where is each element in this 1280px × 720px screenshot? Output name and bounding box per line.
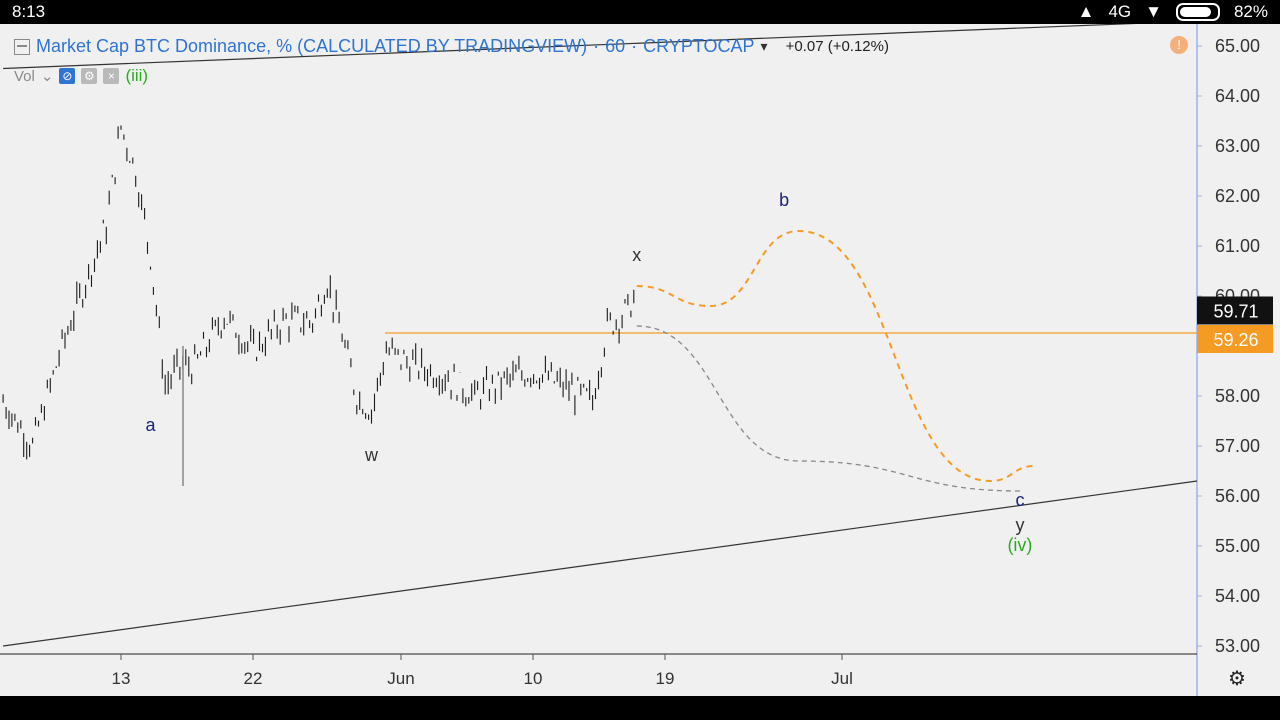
legend-separator: · <box>631 36 638 56</box>
price-chart[interactable]: 53.0054.0055.0056.0057.0058.0059.0060.00… <box>0 24 1280 696</box>
y-tick-label: 55.00 <box>1215 536 1260 556</box>
collapse-icon[interactable] <box>14 38 30 55</box>
wave-label: (iii) <box>125 66 149 85</box>
y-tick-label: 62.00 <box>1215 186 1260 206</box>
projection-path-orange[interactable] <box>636 229 1035 483</box>
wave-annotation[interactable]: y <box>1015 515 1024 535</box>
level-price-label: 59.26 <box>1213 330 1258 350</box>
y-tick-label: 53.00 <box>1215 636 1260 656</box>
x-tick-label: 10 <box>524 669 543 688</box>
wave-annotation[interactable]: b <box>779 190 789 210</box>
chart-legend: Market Cap BTC Dominance, % (CALCULATED … <box>14 36 889 57</box>
network-type: 4G <box>1108 2 1132 21</box>
navigation-bar <box>0 696 1280 720</box>
eye-icon[interactable]: ⊘ <box>59 68 76 84</box>
y-tick-label: 54.00 <box>1215 586 1260 606</box>
status-bar: 8:13 ▲ 4G ▼ 82% <box>0 0 1280 24</box>
legend-change: +0.07 (+0.12%) <box>785 38 889 55</box>
y-tick-label: 58.00 <box>1215 386 1260 406</box>
trendline[interactable] <box>3 480 1198 647</box>
wave-annotation[interactable]: (iv) <box>1007 535 1032 555</box>
signal-icon: ▲ <box>1077 2 1095 21</box>
last-price-label-bg <box>1197 296 1273 325</box>
x-tick-label: 19 <box>656 669 675 688</box>
volume-label[interactable]: Vol <box>14 67 35 85</box>
legend-separator: · <box>593 36 600 56</box>
wave-annotation[interactable]: w <box>364 445 379 465</box>
alert-icon[interactable]: ! <box>1170 36 1188 54</box>
chevron-down-icon[interactable]: ⌄ <box>40 68 54 85</box>
last-price-label: 59.71 <box>1213 302 1258 322</box>
x-tick-label: Jun <box>387 669 414 688</box>
battery-percent: 82% <box>1233 2 1268 21</box>
price-series[interactable] <box>2 125 635 460</box>
x-tick-label: 22 <box>244 669 263 688</box>
chevron-down-icon[interactable]: ▾ <box>760 38 768 54</box>
x-tick-label: Jul <box>831 669 853 688</box>
gear-icon[interactable]: ⚙ <box>81 68 98 84</box>
settings-icon[interactable]: ⚙ <box>1228 668 1246 690</box>
x-tick-label: 13 <box>112 669 131 688</box>
y-tick-label: 61.00 <box>1215 236 1260 256</box>
legend-title[interactable]: Market Cap BTC Dominance, % (CALCULATED … <box>36 36 588 56</box>
battery-icon <box>1175 3 1220 21</box>
projection-path-grey[interactable] <box>636 325 1020 492</box>
chart-area[interactable]: 53.0054.0055.0056.0057.0058.0059.0060.00… <box>0 24 1280 696</box>
wifi-icon: ▼ <box>1145 2 1162 21</box>
y-tick-label: 65.00 <box>1215 36 1260 56</box>
legend-interval[interactable]: 60 <box>605 36 626 56</box>
wave-annotation[interactable]: c <box>1015 490 1024 510</box>
y-tick-label: 63.00 <box>1215 136 1260 156</box>
y-tick-label: 56.00 <box>1215 486 1260 506</box>
trendline[interactable] <box>3 24 1197 70</box>
status-time: 8:13 <box>12 2 46 21</box>
legend-source[interactable]: CRYPTOCAP <box>643 36 755 56</box>
wave-annotation[interactable]: a <box>145 415 156 435</box>
close-icon[interactable]: × <box>103 68 120 84</box>
y-tick-label: 57.00 <box>1215 436 1260 456</box>
wave-annotation[interactable]: x <box>632 245 641 265</box>
level-price-label-bg <box>1197 325 1273 353</box>
status-indicators: ▲ 4G ▼ 82% <box>1078 2 1268 22</box>
volume-indicator: Vol ⌄ ⊘ ⚙ × (iii) <box>14 66 148 86</box>
y-tick-label: 64.00 <box>1215 86 1260 106</box>
